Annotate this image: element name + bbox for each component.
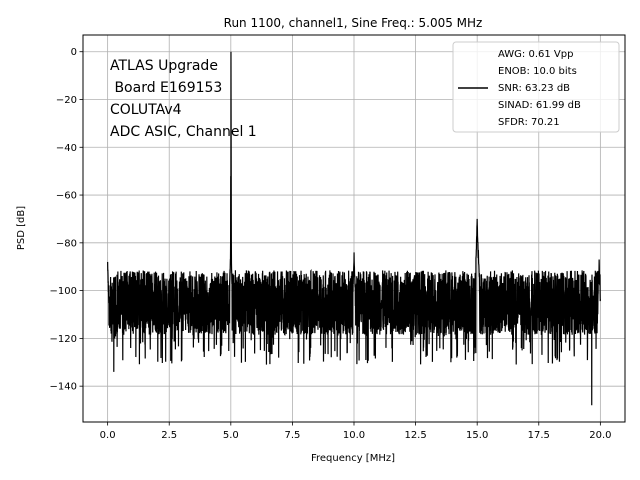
legend-entry: SFDR: 70.21: [498, 117, 560, 128]
y-tick-label: −80: [56, 238, 77, 249]
annotation-line: ATLAS Upgrade: [110, 58, 218, 74]
legend: AWG: 0.61 Vpp ENOB: 10.0 bits SNR: 63.23…: [452, 41, 620, 133]
y-tick-label: −60: [56, 191, 77, 202]
axis-ticks: 0.0 2.5 5.0 7.5 10.0 12.5 15.0 17.5 20.0 0 −20 −40 −…: [50, 47, 612, 441]
legend-entry: SNR: 63.23 dB: [498, 83, 570, 94]
legend-entry: ENOB: 10.0 bits: [498, 66, 577, 77]
x-tick-label: 0.0: [100, 430, 116, 441]
y-tick-label: −40: [56, 143, 77, 154]
annotation-line: COLUTAv4: [110, 102, 182, 118]
y-tick-label: −120: [50, 334, 77, 345]
psd-series: [107, 51, 601, 406]
annotation-line: ADC ASIC, Channel 1: [110, 124, 257, 140]
annotation-line: Board E169153: [110, 80, 222, 96]
x-tick-label: 12.5: [404, 430, 426, 441]
x-tick-label: 7.5: [284, 430, 300, 441]
x-tick-label: 5.0: [223, 430, 239, 441]
legend-box: [452, 41, 620, 133]
psd-trace-line: [107, 51, 601, 406]
y-tick-label: −100: [50, 286, 77, 297]
legend-entry: SINAD: 61.99 dB: [498, 100, 581, 111]
legend-entry: AWG: 0.61 Vpp: [498, 49, 573, 60]
y-tick-label: 0: [71, 47, 77, 58]
x-tick-label: 15.0: [466, 430, 488, 441]
x-tick-label: 17.5: [528, 430, 550, 441]
annotation-text: ATLAS Upgrade Board E169153 COLUTAv4 ADC…: [110, 58, 257, 140]
x-tick-label: 2.5: [161, 430, 177, 441]
chart-title: Run 1100, channel1, Sine Freq.: 5.005 MH…: [224, 16, 483, 30]
y-axis-label: PSD [dB]: [16, 206, 27, 250]
x-tick-label: 10.0: [343, 430, 365, 441]
x-tick-label: 20.0: [589, 430, 611, 441]
y-tick-label: −140: [50, 382, 77, 393]
y-tick-label: −20: [56, 95, 77, 106]
x-axis-label: Frequency [MHz]: [311, 453, 395, 464]
